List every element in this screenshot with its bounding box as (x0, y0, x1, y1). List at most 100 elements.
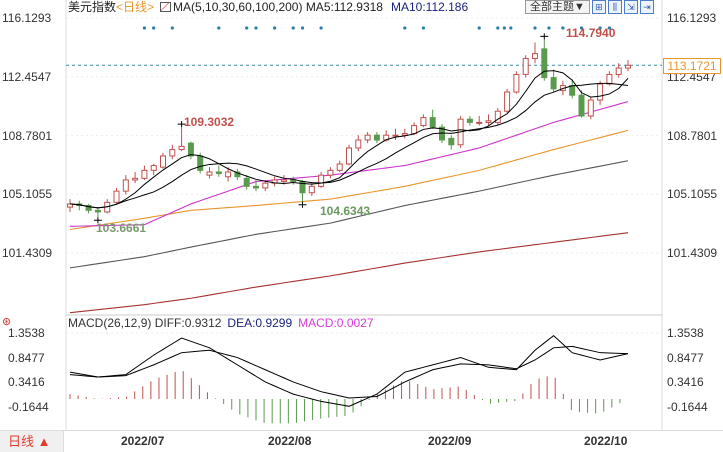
signal-dot (579, 26, 584, 30)
macd-axis-label: 0.8477 (667, 351, 704, 365)
date-label: 2022/08 (268, 434, 312, 448)
signal-dot (273, 26, 277, 30)
low-annotation: 103.6661 (96, 221, 147, 235)
signal-dot (607, 26, 612, 30)
signal-dot (291, 26, 295, 30)
date-label: 2022/09 (428, 434, 472, 448)
price-axis-label: 101.4309 (667, 246, 718, 260)
high-annotation: 109.3032 (184, 115, 235, 129)
ma60-line (69, 129, 629, 231)
macd-axis-label: -0.1644 (8, 400, 49, 414)
candle-up (178, 145, 185, 151)
signal-dot (547, 26, 551, 30)
macd-axis-label: 0.3416 (8, 375, 45, 389)
ma5-value: MA5:112.9318 (305, 0, 383, 14)
signal-dot (496, 26, 500, 30)
candle-up (262, 182, 269, 189)
extreme-marker (540, 33, 549, 40)
candle-down (541, 48, 548, 79)
ma-settings-icon[interactable] (160, 2, 172, 12)
signal-dot (421, 26, 425, 30)
candle-down (253, 185, 259, 189)
candle-up (494, 110, 501, 123)
dea-line (69, 345, 629, 399)
bar-chart-icon[interactable]: ⫼ (607, 0, 622, 14)
price-axis-label: 108.7801 (667, 129, 718, 143)
ma5-line (69, 70, 629, 209)
diff-value: DIFF:0.9312 (154, 316, 222, 330)
ma100-line (69, 160, 629, 269)
candle-up (346, 147, 352, 165)
expand-icon[interactable]: ⇥ (639, 0, 654, 14)
price-axis-label: 116.1293 (667, 11, 717, 25)
signal-dot (254, 26, 258, 30)
candle-down (290, 179, 297, 183)
candle-up (122, 179, 129, 192)
candle-up (606, 73, 613, 85)
candle-up (420, 117, 427, 127)
extreme-marker (93, 217, 102, 224)
extreme-marker (298, 201, 307, 208)
ma10-line (69, 82, 629, 209)
ma10-value: MA10:112.186 (390, 0, 469, 14)
candle-up (318, 174, 325, 187)
signal-dot (477, 26, 481, 30)
date-label: 2022/10 (584, 434, 628, 448)
signal-dot (509, 26, 513, 30)
signal-dot (152, 26, 156, 30)
candle-down (215, 171, 222, 175)
candle-up (476, 121, 483, 124)
date-label: 2022/07 (121, 434, 165, 448)
export-icon[interactable]: ⇲ (623, 0, 638, 14)
candle-up (513, 73, 520, 93)
period-selector[interactable]: 日线 ▲ (0, 431, 64, 452)
signal-dot (533, 26, 537, 30)
macd-axis-label: -0.1644 (667, 400, 708, 414)
signal-dot (502, 26, 506, 30)
macd-axis-label: 1.3538 (8, 326, 45, 340)
candle-up (336, 163, 343, 171)
candle-down (197, 155, 204, 171)
candle-down (234, 171, 241, 178)
grid-icon[interactable]: ⊞ (591, 0, 606, 14)
candle-up (132, 177, 139, 181)
price-axis-label: 116.1293 (2, 11, 52, 25)
signal-dot (217, 26, 221, 30)
theme-dropdown[interactable]: 全部主题▼ (525, 0, 590, 14)
candle-up (615, 67, 622, 75)
candle-down (187, 142, 194, 157)
candle-up (401, 133, 408, 136)
candle-down (550, 77, 557, 90)
macd-axis-label: 0.8477 (8, 351, 45, 365)
signal-dot (170, 26, 174, 30)
candle-up (206, 171, 213, 176)
ma-label[interactable]: MA(5,10,30,60,100,200) (173, 0, 303, 14)
candle-up (597, 83, 604, 101)
extreme-marker (177, 121, 186, 128)
candle-up (411, 125, 418, 135)
candle-up (392, 134, 399, 137)
candle-down (373, 134, 380, 141)
high-annotation: 114.7940 (566, 26, 616, 40)
candle-up (504, 91, 511, 112)
candle-up (169, 149, 176, 157)
candle-up (625, 64, 631, 69)
macd-axis-label: 0.3416 (667, 375, 704, 389)
price-axis-label: 105.1055 (667, 187, 718, 201)
time-axis: 日线 ▲ 2022/07 2022/08 2022/09 2022/10 (0, 430, 723, 452)
settings-icon[interactable]: ⊛ (2, 316, 12, 328)
ma200-line (69, 232, 629, 314)
candle-up (364, 134, 371, 141)
price-axis-label: 108.7801 (2, 129, 53, 143)
period-label[interactable]: <日线> (116, 0, 155, 14)
signal-dot (300, 26, 305, 30)
indicator-header: 美元指数<日线> MA(5,10,30,60,100,200) MA5:112.9… (68, 0, 468, 15)
instrument-title: 美元指数 (68, 0, 117, 14)
macd-label[interactable]: MACD(26,12,9) (68, 316, 152, 330)
signal-dot (403, 26, 407, 30)
signal-dot (319, 26, 323, 30)
price-chart[interactable] (0, 0, 723, 430)
candle-down (578, 94, 585, 117)
candle-up (141, 169, 148, 179)
signal-dot (245, 26, 249, 30)
